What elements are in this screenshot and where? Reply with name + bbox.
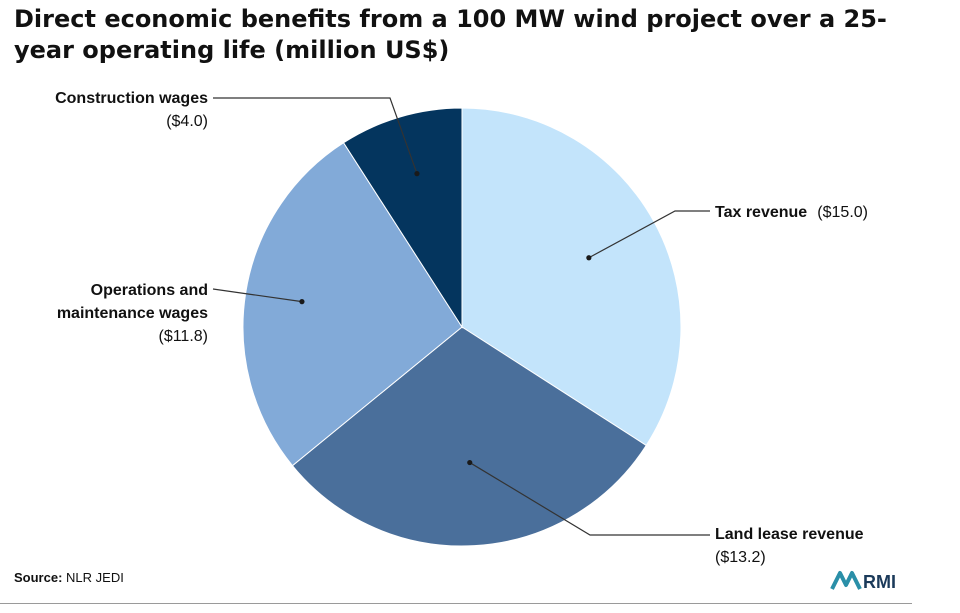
leader-line-om-wages xyxy=(212,288,303,303)
tax-revenue-name: Tax revenue xyxy=(715,204,807,221)
leader-dot-om-wages xyxy=(299,299,305,305)
pie-slice-construction-wages xyxy=(342,107,463,329)
slice-label-om-wages-line1: Operations and xyxy=(91,282,208,299)
slice-label-om-wages-line2: maintenance wages xyxy=(57,305,208,322)
logo-text: RMI xyxy=(863,572,896,592)
leader-line-tax-revenue xyxy=(588,210,710,259)
leader-dot-tax-revenue xyxy=(586,255,592,261)
chart-title: Direct economic benefits from a 100 MW w… xyxy=(14,5,887,64)
leader-line-land-lease-revenue xyxy=(469,462,710,536)
slice-label-construction-wages: Construction wages xyxy=(55,90,208,107)
slice-label-land-lease-revenue: Land lease revenue xyxy=(715,526,864,543)
slice-label-tax-revenue: Tax revenue ($15.0) xyxy=(715,202,868,221)
leader-dot-land-lease-revenue xyxy=(467,459,473,466)
source-text: NLR JEDI xyxy=(66,570,124,585)
rmi-logo: RMI xyxy=(830,571,896,592)
source-label: Source: xyxy=(14,570,63,585)
leader-lines xyxy=(212,97,710,536)
logo-mark xyxy=(830,571,862,590)
slice-value-construction-wages: ($4.0) xyxy=(166,113,208,130)
slice-value-land-lease-revenue: ($13.2) xyxy=(715,549,766,566)
leader-line-construction-wages xyxy=(213,97,418,174)
tax-revenue-value: ($15.0) xyxy=(817,204,868,221)
leader-dot-construction-wages xyxy=(414,171,420,177)
pie-slice-om-wages xyxy=(242,142,463,467)
pie-slice-land-lease-revenue xyxy=(291,326,647,547)
pie-slices xyxy=(242,107,682,547)
source-note: Source: NLR JEDI xyxy=(14,570,124,585)
slice-value-om-wages: ($11.8) xyxy=(158,328,208,345)
footer-rule xyxy=(0,603,912,604)
